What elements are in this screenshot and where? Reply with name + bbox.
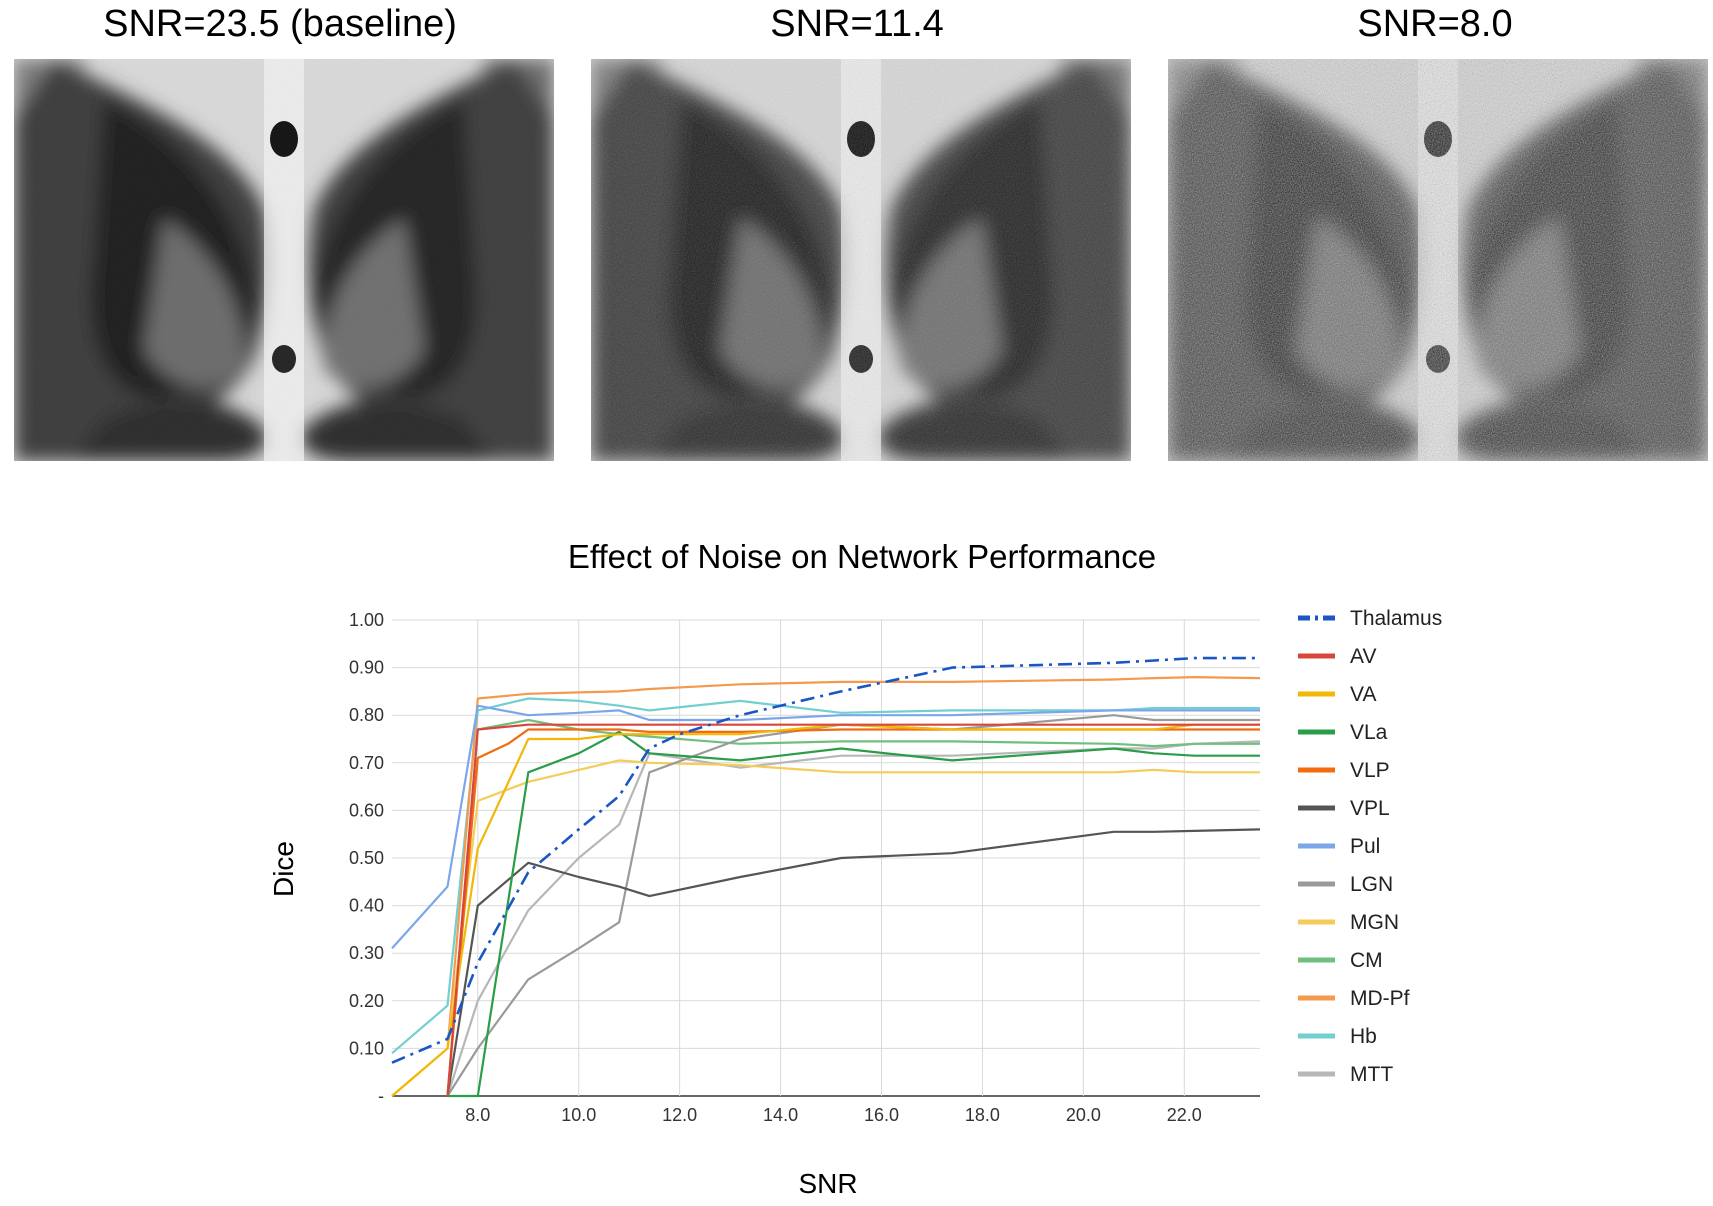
legend-label: CM xyxy=(1350,949,1383,972)
mri-slice xyxy=(591,59,1131,461)
chart-grid xyxy=(392,619,1260,1097)
x-tick-label: 20.0 xyxy=(1066,1105,1101,1125)
legend-label: MGN xyxy=(1350,911,1399,934)
mri-image-snr-11 xyxy=(591,59,1131,461)
series-line-mtt xyxy=(446,740,1261,1097)
y-tick-label: 0.70 xyxy=(349,753,384,773)
y-axis-label: Dice xyxy=(268,841,299,897)
x-tick-label: 14.0 xyxy=(763,1105,798,1125)
series-line-hb xyxy=(391,697,1260,1055)
dice-vs-snr-chart: Effect of Noise on Network Performance -… xyxy=(268,538,1442,1199)
x-axis-label: SNR xyxy=(798,1168,857,1199)
series-line-av xyxy=(446,723,1260,1097)
y-tick-label: 0.20 xyxy=(349,991,384,1011)
legend-label: Hb xyxy=(1350,1025,1377,1048)
y-tick-label: 0.50 xyxy=(349,848,384,868)
legend-label: MTT xyxy=(1350,1063,1393,1086)
chart-legend: Thalamus AV VA VLa VLP VPL Pul LGN MGN CM MD-Pf Hb M… xyxy=(1298,607,1442,1086)
series-line-mgn xyxy=(391,759,1260,1097)
x-tick-label: 16.0 xyxy=(864,1105,899,1125)
x-tick-label: 12.0 xyxy=(662,1105,697,1125)
series-line-lgn xyxy=(446,714,1260,1097)
chart-title: Effect of Noise on Network Performance xyxy=(568,538,1156,575)
series-line-vla xyxy=(447,730,1260,1098)
legend-label: VLP xyxy=(1350,759,1390,782)
y-tick-label: - xyxy=(378,1086,384,1106)
series-line-vpl xyxy=(446,828,1261,1097)
chart-series xyxy=(391,656,1261,1098)
mri-image-snr-8 xyxy=(1168,59,1708,461)
mri-slice xyxy=(1168,59,1708,461)
y-tick-label: 0.10 xyxy=(349,1038,384,1058)
series-line-vlp xyxy=(446,728,1260,1097)
x-tick-label: 8.0 xyxy=(465,1105,490,1125)
mri-image-baseline xyxy=(14,59,554,461)
y-tick-label: 0.40 xyxy=(349,896,384,916)
series-line-pul xyxy=(391,704,1260,950)
y-tick-label: 0.80 xyxy=(349,705,384,725)
x-tick-label: 22.0 xyxy=(1167,1105,1202,1125)
series-line-va xyxy=(391,723,1260,1097)
y-tick-label: 0.60 xyxy=(349,800,384,820)
x-tick-label: 10.0 xyxy=(561,1105,596,1125)
series-line-cm xyxy=(446,718,1260,1097)
legend-label: VLa xyxy=(1350,721,1388,744)
legend-label: VPL xyxy=(1350,797,1390,820)
panel-3-title: SNR=8.0 xyxy=(1357,3,1513,45)
y-axis-ticks: - 0.10 0.20 0.30 0.40 0.50 0.60 0.70 0.80 0.90 1.0… xyxy=(349,610,384,1106)
x-axis-ticks: 8.0 10.0 12.0 14.0 16.0 18.0 20.0 22.0 xyxy=(465,1105,1202,1125)
legend-label: Thalamus xyxy=(1350,607,1442,630)
series-line-thalamus xyxy=(391,656,1260,1064)
panel-1-title: SNR=23.5 (baseline) xyxy=(103,3,457,45)
y-tick-label: 1.00 xyxy=(349,610,384,630)
legend-label: Pul xyxy=(1350,835,1380,858)
legend-label: AV xyxy=(1350,645,1376,668)
panel-2-title: SNR=11.4 xyxy=(770,3,944,45)
mri-slice xyxy=(14,59,554,461)
legend-label: VA xyxy=(1350,683,1376,706)
y-tick-label: 0.30 xyxy=(349,943,384,963)
x-tick-label: 18.0 xyxy=(965,1105,1000,1125)
series-line-md-pf xyxy=(446,676,1261,1049)
legend-label: MD-Pf xyxy=(1350,987,1410,1010)
y-tick-label: 0.90 xyxy=(349,658,384,678)
legend-label: LGN xyxy=(1350,873,1393,896)
